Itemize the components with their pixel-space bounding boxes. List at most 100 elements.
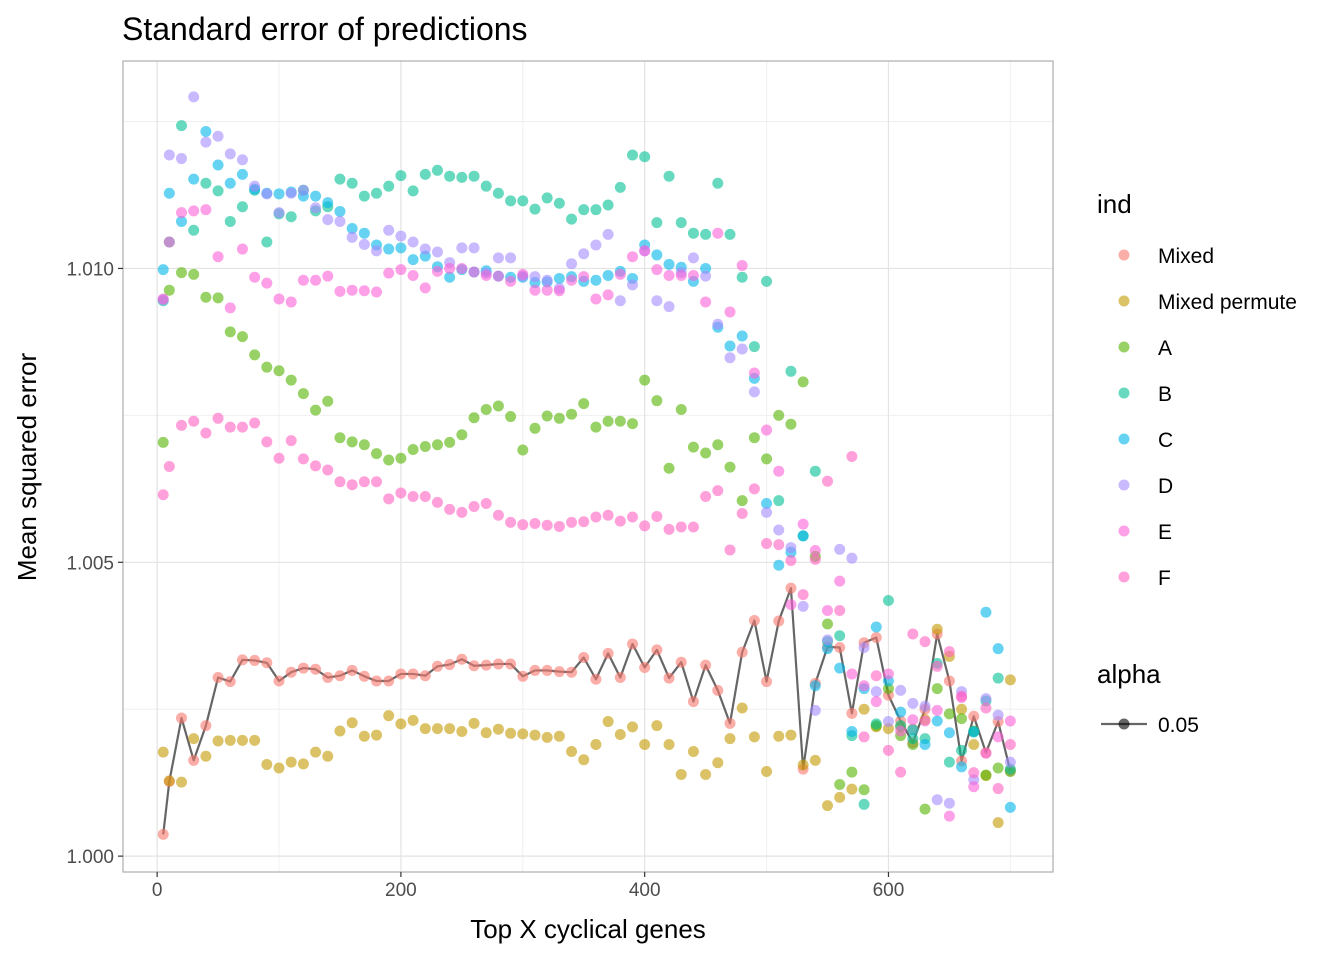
data-point (529, 664, 541, 676)
data-point (236, 421, 248, 433)
data-point (846, 726, 858, 738)
data-point (566, 408, 578, 420)
data-point (1004, 738, 1016, 750)
data-point (602, 716, 614, 728)
data-point (334, 476, 346, 488)
data-point (480, 659, 492, 671)
data-point (383, 710, 395, 722)
data-point (614, 728, 626, 740)
data-point (846, 552, 858, 564)
data-point (395, 487, 407, 499)
data-point (736, 330, 748, 342)
data-point (785, 582, 797, 594)
series-f (157, 412, 1016, 795)
data-point (712, 227, 724, 239)
data-point (431, 164, 443, 176)
data-point (736, 271, 748, 283)
data-point (700, 296, 712, 308)
legend-key (1118, 341, 1130, 353)
data-point (785, 365, 797, 377)
data-point (157, 436, 169, 448)
data-point (736, 495, 748, 507)
plot-border (122, 60, 1054, 873)
data-point (602, 228, 614, 240)
data-point (992, 672, 1004, 684)
data-point (773, 615, 785, 627)
data-point (956, 761, 968, 773)
data-point (297, 453, 309, 465)
points-layer (157, 91, 1016, 840)
data-point (358, 439, 370, 451)
data-point (224, 734, 236, 746)
data-point (492, 270, 504, 282)
data-point (956, 713, 968, 725)
data-point (626, 638, 638, 650)
data-point (407, 443, 419, 455)
data-point (346, 717, 358, 729)
data-point (163, 461, 175, 472)
data-point (712, 684, 724, 696)
data-point (297, 274, 309, 286)
data-point (651, 264, 663, 276)
data-point (200, 720, 212, 732)
data-point (505, 275, 517, 287)
data-point (505, 195, 517, 207)
data-point (212, 130, 224, 142)
data-point (809, 545, 821, 557)
data-point (968, 710, 980, 722)
y-axis-title: Mean squared error (12, 352, 42, 581)
data-point (956, 744, 968, 756)
data-point (553, 197, 565, 209)
data-point (285, 666, 297, 678)
data-point (761, 676, 773, 688)
data-point (371, 729, 383, 741)
data-point (322, 671, 334, 683)
data-point (626, 418, 638, 430)
data-point (200, 204, 212, 216)
data-point (529, 203, 541, 215)
data-point (834, 543, 846, 555)
data-point (578, 754, 590, 766)
data-point (249, 654, 261, 666)
data-point (444, 271, 456, 283)
data-point (249, 180, 261, 192)
data-point (419, 670, 431, 682)
data-point (907, 628, 919, 640)
data-point (541, 192, 553, 204)
data-point (468, 500, 480, 512)
data-point (712, 177, 724, 189)
data-point (846, 783, 858, 795)
data-point (846, 668, 858, 680)
data-point (687, 696, 699, 708)
data-point (456, 726, 468, 738)
legend-label: Mixed permute (1158, 291, 1297, 314)
data-point (712, 439, 724, 451)
data-point (297, 758, 309, 770)
data-point (200, 291, 212, 303)
data-point (297, 662, 309, 674)
data-point (334, 173, 346, 185)
data-point (285, 756, 297, 768)
data-point (736, 260, 748, 272)
x-axis-title: Top X cyclical genes (470, 914, 706, 944)
data-point (480, 180, 492, 192)
data-point (322, 214, 334, 226)
data-point (456, 171, 468, 183)
data-point (870, 670, 882, 682)
data-point (919, 715, 931, 727)
data-point (297, 184, 309, 196)
data-point (626, 721, 638, 733)
data-point (273, 675, 285, 687)
data-point (468, 266, 480, 278)
data-point (846, 707, 858, 719)
data-point (322, 464, 334, 476)
data-point (907, 724, 919, 736)
data-point (663, 738, 675, 750)
plot-panel (123, 61, 1053, 872)
data-point (553, 666, 565, 678)
data-point (761, 275, 773, 287)
legend-label: Mixed (1158, 245, 1214, 268)
data-point (492, 658, 504, 670)
data-point (602, 289, 614, 301)
data-point (882, 716, 894, 728)
